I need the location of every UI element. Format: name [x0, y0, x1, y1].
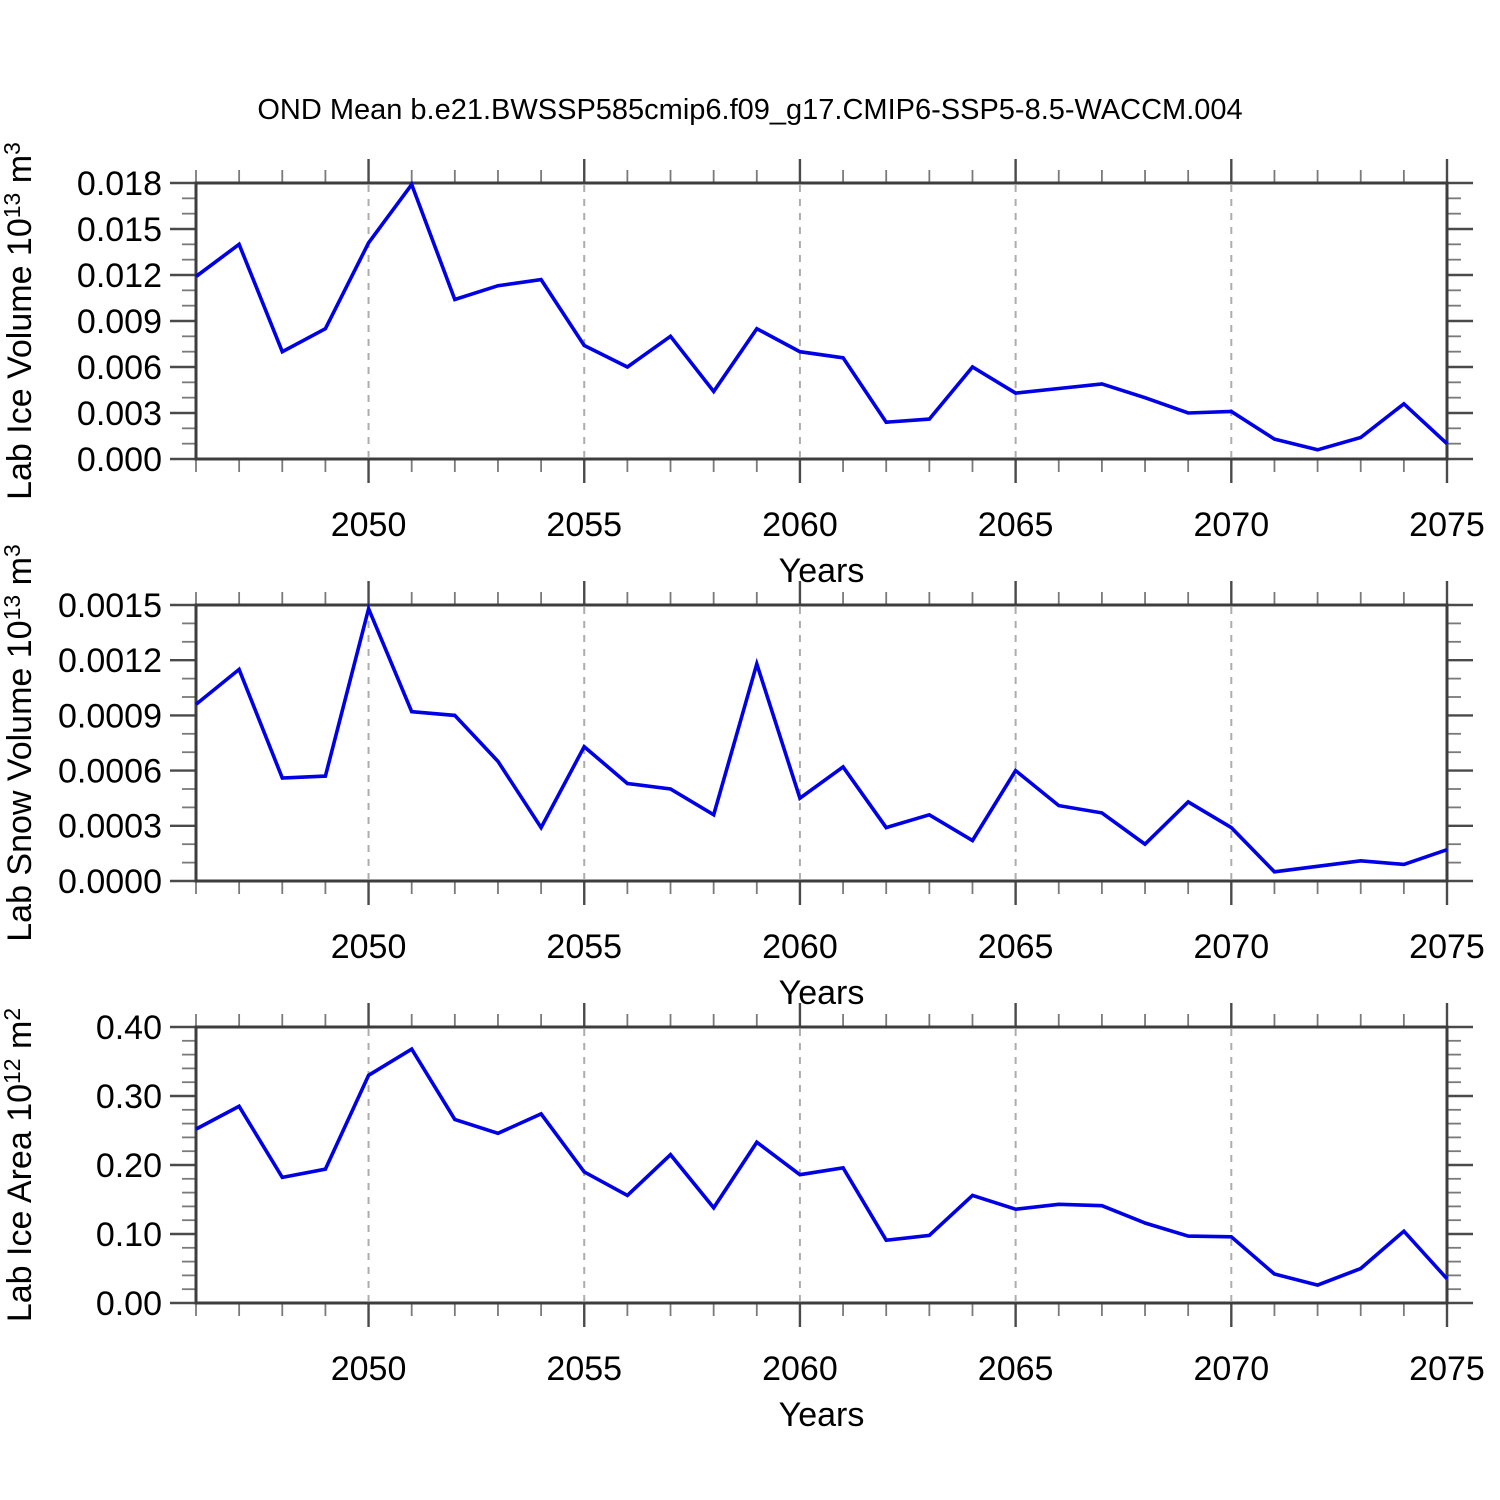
x-tick-label: 2055: [546, 506, 622, 544]
y-tick-label: 0.0000: [58, 863, 162, 901]
x-axis-title: Years: [779, 552, 865, 590]
x-tick-label: 2055: [546, 1350, 622, 1388]
x-tick-label: 2075: [1409, 1350, 1485, 1388]
y-tick-label: 0.018: [77, 165, 162, 203]
y-axis-title: Lab Ice Area 1012 m2: [0, 1008, 39, 1322]
x-tick-label: 2065: [978, 1350, 1054, 1388]
y-tick-label: 0.30: [96, 1078, 162, 1116]
y-tick-label: 0.009: [77, 303, 162, 341]
y-tick-label: 0.0009: [58, 697, 162, 735]
x-tick-label: 2050: [331, 928, 407, 966]
y-tick-label: 0.003: [77, 395, 162, 433]
series-line-lab-ice-volume: [194, 180, 1449, 452]
panel-frame: [194, 603, 1449, 883]
x-tick-label: 2050: [331, 506, 407, 544]
series-line-lab-snow-volume: [194, 603, 1448, 874]
x-tick-label: 2065: [978, 928, 1054, 966]
y-tick-label: 0.0003: [58, 808, 162, 846]
y-tick-label: 0.40: [96, 1009, 162, 1047]
chart-title: OND Mean b.e21.BWSSP585cmip6.f09_g17.CMI…: [257, 94, 1243, 126]
y-tick-label: 0.006: [77, 349, 162, 387]
x-tick-label: 2055: [546, 928, 622, 966]
x-tick-label: 2050: [331, 1350, 407, 1388]
y-tick-label: 0.012: [77, 257, 162, 295]
x-tick-label: 2075: [1409, 506, 1485, 544]
y-axis-title: Lab Snow Volume 1013 m3: [0, 544, 39, 942]
panel-frame: [194, 1025, 1449, 1305]
x-tick-label: 2070: [1193, 506, 1269, 544]
y-axis-title: Lab Ice Volume 1013 m3: [0, 142, 39, 500]
y-tick-label: 0.10: [96, 1216, 162, 1254]
panel-frame: [194, 181, 1449, 461]
x-axis-title: Years: [779, 1396, 865, 1434]
series-line-lab-ice-area: [195, 1046, 1449, 1287]
y-tick-label: 0.000: [77, 441, 162, 479]
x-axis-title: Years: [779, 974, 865, 1012]
x-tick-label: 2060: [762, 506, 838, 544]
x-tick-label: 2060: [762, 1350, 838, 1388]
x-tick-label: 2065: [978, 506, 1054, 544]
y-tick-label: 0.0012: [58, 642, 162, 680]
y-tick-label: 0.015: [77, 211, 162, 249]
y-tick-label: 0.0015: [58, 587, 162, 625]
x-tick-label: 2075: [1409, 928, 1485, 966]
x-tick-label: 2060: [762, 928, 838, 966]
x-tick-label: 2070: [1193, 1350, 1269, 1388]
x-tick-label: 2070: [1193, 928, 1269, 966]
y-tick-label: 0.0006: [58, 753, 162, 791]
y-tick-label: 0.20: [96, 1147, 162, 1185]
y-tick-label: 0.00: [96, 1285, 162, 1323]
